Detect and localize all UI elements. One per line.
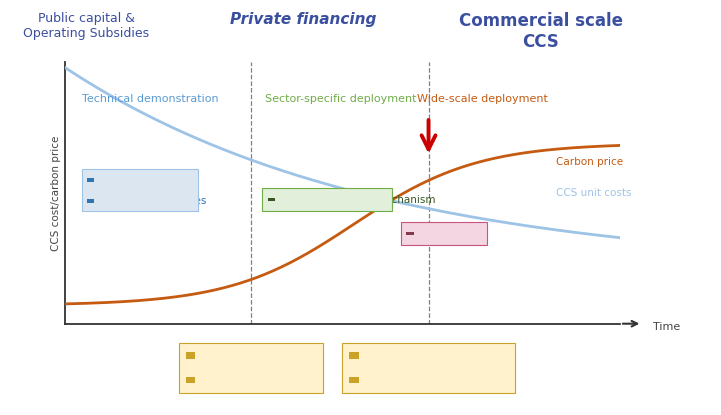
Text: Time: Time <box>653 322 680 332</box>
Bar <box>87 178 94 182</box>
Text: Public capital &
Operating Subsidies: Public capital & Operating Subsidies <box>24 12 149 40</box>
Text: Carbon price: Carbon price <box>421 229 488 239</box>
Text: Second gateway: Second gateway <box>382 353 474 363</box>
Text: Private financing: Private financing <box>229 12 376 27</box>
Bar <box>81 169 198 211</box>
Text: Commercial scale
CCS: Commercial scale CCS <box>459 12 623 51</box>
Bar <box>87 199 94 203</box>
Text: Sector-specific deployment: Sector-specific deployment <box>265 94 416 104</box>
Text: Operating subsidies: Operating subsidies <box>102 196 206 206</box>
Text: Quantity support mechanism: Quantity support mechanism <box>283 195 435 205</box>
Bar <box>401 222 487 245</box>
Text: First cost threshold: First cost threshold <box>201 375 301 385</box>
Bar <box>407 232 414 235</box>
Text: Wide-scale deployment: Wide-scale deployment <box>417 94 548 104</box>
Text: Carbon price: Carbon price <box>556 156 624 166</box>
Text: Capital grants: Capital grants <box>102 175 176 185</box>
Bar <box>262 188 392 211</box>
Text: Further cost reductions: Further cost reductions <box>364 350 485 360</box>
Y-axis label: CCS cost/carbon price: CCS cost/carbon price <box>50 135 61 251</box>
Text: Technical feasibility: Technical feasibility <box>201 350 304 360</box>
Bar <box>267 198 275 201</box>
Text: Infrastructure development: Infrastructure development <box>364 375 508 385</box>
Text: Technical demonstration: Technical demonstration <box>81 94 218 104</box>
Text: CCS unit costs: CCS unit costs <box>556 188 632 198</box>
Text: First gateway: First gateway <box>213 353 288 363</box>
